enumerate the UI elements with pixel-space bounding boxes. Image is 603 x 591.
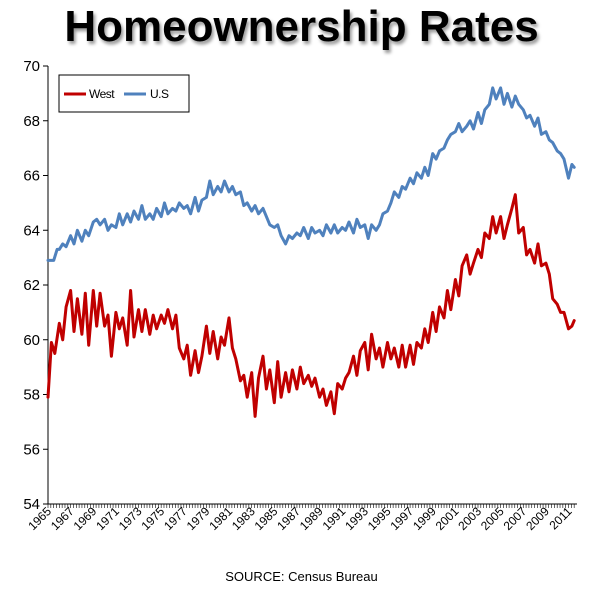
chart-title: Homeownership Rates [64,2,539,51]
series-lines [46,86,576,418]
source-note: SOURCE: Census Bureau [225,569,378,584]
x-tick-label: 1967 [48,504,77,533]
x-tick-label: 1979 [184,504,213,533]
x-tick-label: 2007 [501,504,530,533]
y-tick-label: 56 [23,441,40,458]
y-tick-label: 60 [23,332,40,349]
y-tick-label: 62 [23,277,40,294]
x-tick-label: 1989 [297,504,326,533]
y-tick-label: 68 [23,113,40,130]
y-tick-label: 54 [23,496,40,513]
y-tick-label: 58 [23,387,40,404]
x-tick-label: 1995 [365,504,394,533]
x-tick-label: 2005 [478,504,507,533]
y-axis: 54 56 58 60 62 64 66 68 70 [23,58,49,513]
x-tick-label: 1983 [229,504,258,533]
legend-label-west: West [89,87,115,101]
y-tick-label: 70 [23,58,40,75]
x-tick-label: 1973 [116,504,145,533]
x-tick-label: 1987 [274,504,303,533]
x-tick-label: 1985 [252,504,281,533]
x-tick-label: 1997 [387,504,416,533]
x-tick-label: 2011 [546,504,574,532]
x-tick-label: 2009 [523,504,552,533]
legend: West U.S [58,74,190,113]
series-line-west [46,193,576,418]
x-tick-label: 1975 [138,504,167,533]
series-line-u-s [46,86,576,262]
x-tick-label: 2003 [455,504,484,533]
x-tick-label: 1993 [342,504,371,533]
x-tick-label: 1971 [93,504,122,533]
x-tick-label: 1999 [410,504,439,533]
y-tick-label: 64 [23,222,40,239]
x-tick-label: 1981 [206,504,235,533]
legend-label-u-s: U.S [150,87,169,101]
x-tick-label: 2001 [433,504,462,533]
y-tick-label: 66 [23,168,40,185]
x-tick-label: 1969 [71,504,100,533]
x-tick-label: 1991 [320,504,349,533]
x-tick-label: 1977 [161,504,190,533]
x-axis: 1965196719691971197319751977197919811983… [25,503,577,533]
